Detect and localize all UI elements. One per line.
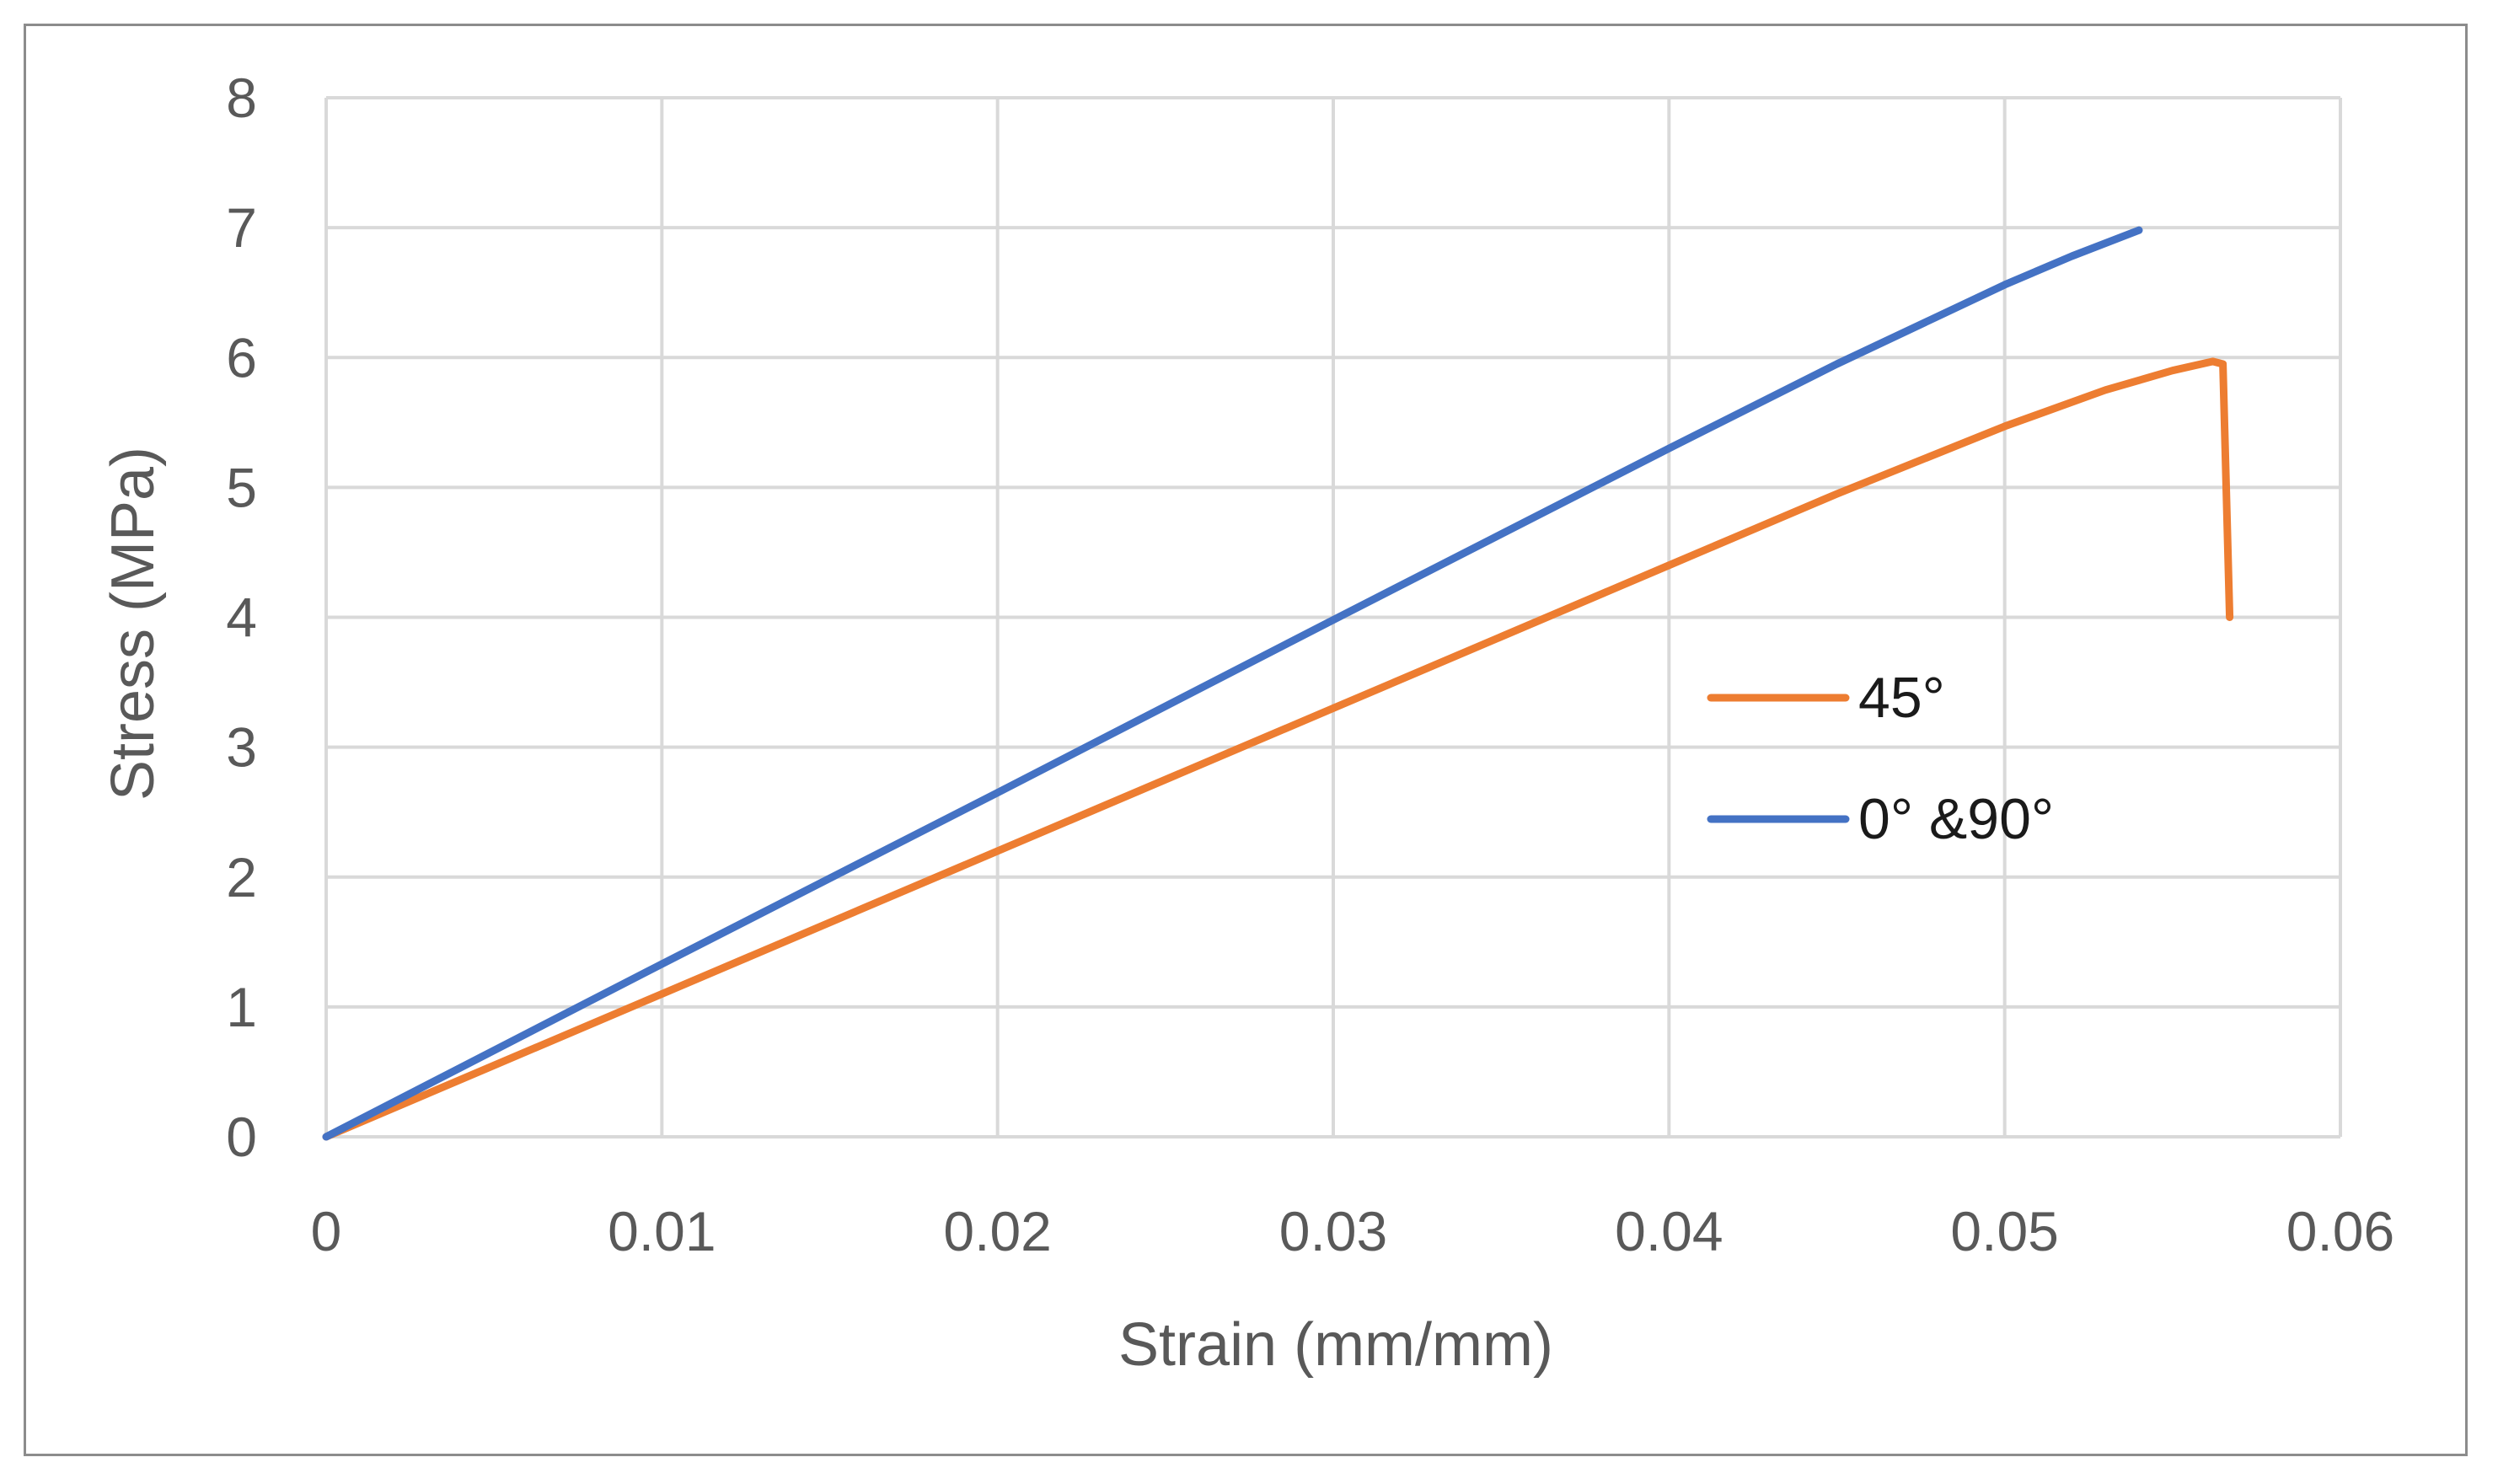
y-axis-title: Stress (MPa)	[99, 447, 167, 801]
legend-label-45: 45°	[1858, 666, 1945, 730]
y-tick-label: 6	[226, 326, 257, 388]
x-tick-label: 0.03	[1279, 1200, 1387, 1262]
y-tick-label: 2	[226, 846, 257, 908]
x-axis-title: Strain (mm/mm)	[1118, 1311, 1553, 1379]
y-tick-label: 3	[226, 716, 257, 779]
y-tick-label: 1	[226, 976, 257, 1038]
y-tick-label: 7	[226, 196, 257, 259]
x-tick-label: 0	[311, 1200, 342, 1262]
series-line-45	[322, 357, 2234, 1141]
data-series	[322, 226, 2234, 1141]
y-tick-label: 5	[226, 456, 257, 518]
x-tick-label: 0.01	[608, 1200, 716, 1262]
y-tick-label: 0	[226, 1106, 257, 1168]
series-line-0-90	[322, 226, 2143, 1141]
legend-label-0-90: 0° &90°	[1858, 787, 2054, 851]
x-tick-label: 0.05	[1950, 1200, 2058, 1262]
y-tick-label: 8	[226, 67, 257, 129]
x-tick-label: 0.06	[2286, 1200, 2394, 1262]
tick-labels: 0 1 2 3 4 5 6 7 8 0 0.01 0.02 0.03 0.04 0.05 0.06	[226, 67, 2394, 1262]
x-tick-label: 0.02	[943, 1200, 1051, 1262]
y-tick-label: 4	[226, 587, 257, 649]
grid-lines	[324, 96, 2342, 1138]
legend: 45° 0° &90°	[1707, 666, 2054, 851]
x-tick-label: 0.04	[1615, 1200, 1723, 1262]
